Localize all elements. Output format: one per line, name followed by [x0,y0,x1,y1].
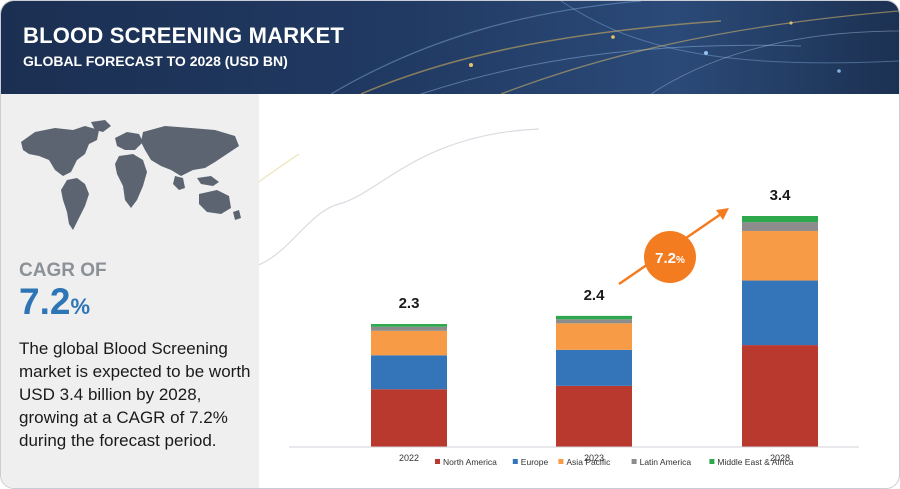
bar-2022-middle-east-africa [371,324,447,327]
cagr-label: CAGR OF [19,260,107,281]
legend-label-asia-pacific: Asia Pacific [566,457,611,467]
legend-label-europe: Europe [521,457,549,467]
legend: North America Europe Asia Pacific Latin Ame… [435,457,794,467]
badge-number: 7.2 [655,250,676,267]
decorative-curve [259,128,540,266]
bar-2023-middle-east-africa [556,315,632,320]
cagr-value: 7.2% [19,281,90,323]
bar-2028-europe [742,280,818,346]
bar-2023-asia-pacific [556,323,632,350]
legend-swatch-north-america [435,459,440,464]
cagr-badge-circle [644,231,696,283]
total-label-2022: 2.3 [399,295,420,312]
bar-2028-asia-pacific [742,230,818,281]
legend-label-north-america: North America [443,457,497,467]
legend-swatch-middle-east-africa [709,459,715,464]
bar-2022-europe [371,355,447,390]
x-tick-label-2022: 2022 [399,453,419,463]
legend-label-middle-east-africa: Middle East & Africa [717,457,793,467]
x-tick-labels-group: 2022 2023 2028 [399,453,790,463]
bar-2022-asia-pacific [371,330,447,356]
stacked-bar-chart: 2.3 2.4 3.4 2022 2023 2028 7.2% North Americ… [259,128,859,467]
bar-2022-latin-america [371,326,447,331]
bar-2023-north-america [556,385,632,447]
badge-unit: % [676,255,685,266]
legend-item-asia-pacific: Asia Pacific [558,457,611,467]
bar-2028-north-america [742,345,818,447]
summary-panel: CAGR OF 7.2% The global Blood Screening … [1,94,259,488]
bar-2028-middle-east-africa [742,216,818,223]
bar-2023-latin-america [556,319,632,324]
legend-swatch-europe [512,459,518,464]
page-subtitle: GLOBAL FORECAST TO 2028 (USD BN) [23,53,288,69]
total-label-2028: 3.4 [770,187,792,204]
world-map-icon [21,120,241,230]
page-title: BLOOD SCREENING MARKET [23,23,344,48]
legend-item-middle-east-africa: Middle East & Africa [709,457,794,467]
market-description: The global Blood Screening market is exp… [19,339,251,450]
bar-2028-latin-america [742,222,818,231]
total-labels-group: 2.3 2.4 3.4 [399,187,792,312]
growth-arrow-head-icon [716,208,729,220]
x-tick-label-2028: 2028 [770,453,790,463]
bar-2022-north-america [371,389,447,447]
legend-swatch-asia-pacific [558,459,564,464]
cagr-badge-label: 7.2% [655,250,685,267]
cagr-number: 7.2 [19,281,71,322]
legend-item-north-america: North America [435,457,497,467]
decorative-curve-gold [259,153,300,183]
legend-item-europe: Europe [512,457,549,467]
legend-swatch-latin-america [631,459,637,464]
legend-item-latin-america: Latin America [631,457,692,467]
cagr-unit: % [70,294,90,319]
growth-indicator: 7.2% [618,208,729,286]
bar-2023-europe [556,349,632,386]
total-label-2023: 2.4 [584,287,606,304]
banner-light-streaks [330,1,899,94]
legend-label-latin-america: Latin America [640,457,692,467]
x-tick-label-2023: 2023 [584,453,604,463]
header-banner: BLOOD SCREENING MARKET GLOBAL FORECAST T… [1,1,899,94]
bars-group [371,216,818,447]
